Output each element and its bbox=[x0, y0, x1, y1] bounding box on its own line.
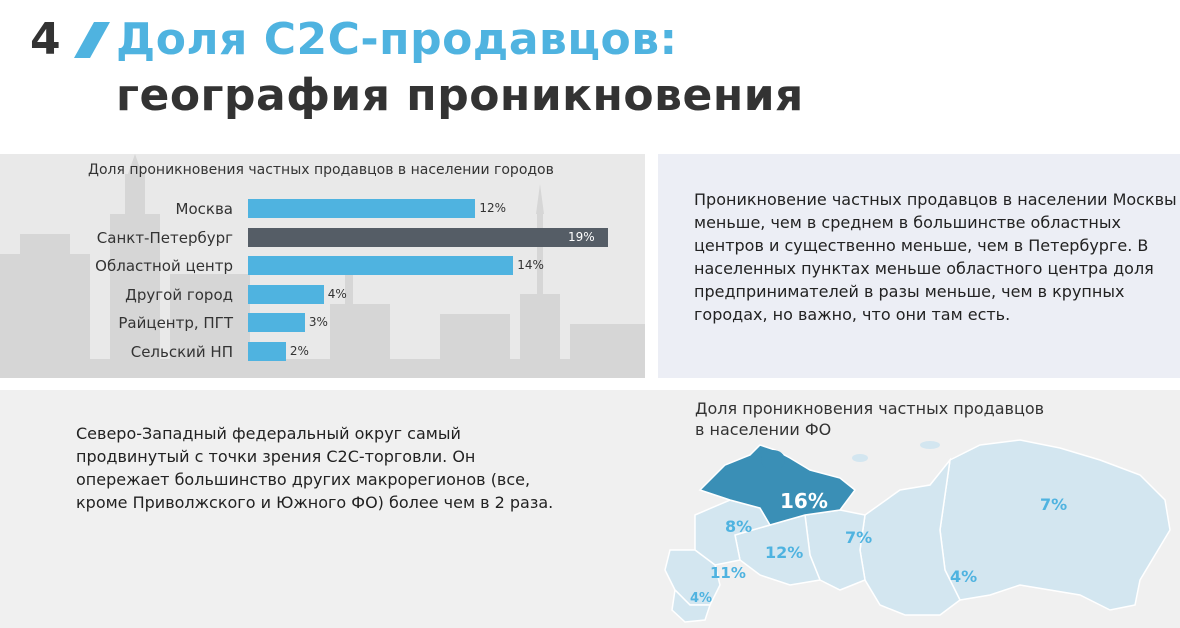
bar-value-label: 2% bbox=[289, 343, 309, 358]
map-region-north-caucasus bbox=[671, 588, 712, 623]
bar-value-label: 3% bbox=[308, 315, 328, 329]
map-value-label: 11% bbox=[710, 564, 746, 582]
bar bbox=[248, 256, 514, 275]
moscow-note-panel: Проникновение частных продавцов в населе… bbox=[658, 154, 1180, 378]
bar-value-label: 19% bbox=[568, 229, 595, 244]
bar-value-label: 14% bbox=[517, 258, 544, 272]
chart-title: Доля проникновения частных продавцов в н… bbox=[88, 162, 554, 178]
bar bbox=[248, 199, 476, 218]
bar-category-label: Сельский НП bbox=[130, 342, 233, 361]
map-title-line1: Доля проникновения частных продавцов bbox=[695, 399, 1045, 418]
map-region-siberian bbox=[859, 457, 961, 616]
map-value-label: 12% bbox=[765, 543, 803, 562]
bar-value-label: 12% bbox=[479, 201, 507, 215]
map-value-label: 4% bbox=[950, 567, 977, 586]
federal-district-panel: Северо-Западный федеральный округ самый … bbox=[0, 390, 1180, 628]
bar bbox=[248, 227, 608, 247]
map-island bbox=[852, 454, 868, 462]
map-value-label: 4% bbox=[690, 591, 712, 606]
map-value-label: 7% bbox=[845, 528, 872, 547]
bar-category-label: Другой город bbox=[125, 285, 233, 304]
russia-map: 16% 8% 7% 12% 11% 4% 7% 4% bbox=[664, 439, 1171, 623]
map-value-label: 7% bbox=[1040, 495, 1067, 514]
northwest-note-text: Северо-Западный федеральный округ самый … bbox=[76, 424, 554, 512]
bar-category-label: Санкт-Петербург bbox=[96, 228, 233, 247]
slash-icon bbox=[74, 22, 110, 58]
map-region-northwest bbox=[698, 444, 857, 526]
bar-category-label: Райцентр, ПГТ bbox=[118, 314, 233, 332]
map-value-label: 8% bbox=[725, 517, 752, 536]
bar-category-label: Москва bbox=[175, 200, 233, 218]
map-island bbox=[920, 441, 940, 449]
moscow-note-text: Проникновение частных продавцов в населе… bbox=[694, 190, 1177, 324]
bar-value-label: 4% bbox=[327, 286, 347, 301]
map-title: Доля проникновения частных продавцов в н… bbox=[695, 398, 1135, 440]
page-title: Доля С2С-продавцов: bbox=[116, 14, 678, 65]
bar bbox=[248, 313, 305, 332]
map-title-line2: в населении ФО bbox=[695, 420, 832, 439]
map-island bbox=[761, 450, 785, 470]
city-skyline-background bbox=[0, 154, 645, 378]
bar bbox=[248, 284, 324, 304]
map-value-label: 16% bbox=[780, 489, 828, 513]
section-number: 4 bbox=[30, 14, 61, 65]
bar-category-label: Областной центр bbox=[95, 257, 233, 275]
bar bbox=[248, 341, 286, 361]
page-subtitle: география проникновения bbox=[116, 70, 804, 121]
city-chart-panel: Доля проникновения частных продавцов в н… bbox=[0, 154, 645, 378]
